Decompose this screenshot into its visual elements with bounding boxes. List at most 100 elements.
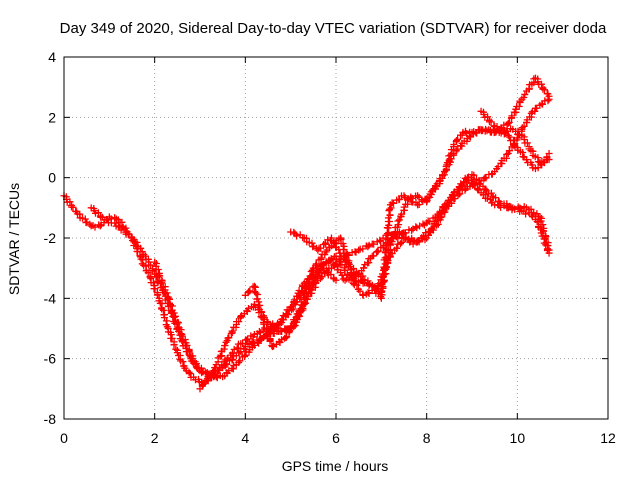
data-marker-run	[235, 348, 253, 366]
data-marker-run	[221, 362, 238, 380]
x-tick-label: 8	[423, 430, 431, 446]
data-marker-run	[451, 185, 470, 202]
y-tick-label: -4	[44, 290, 57, 306]
x-tick-label: 0	[60, 430, 68, 446]
y-tick-label: -8	[44, 411, 57, 427]
data-marker-run	[452, 131, 466, 145]
data-marker-run	[357, 272, 374, 288]
data-marker-run	[520, 133, 533, 153]
data-point	[536, 213, 544, 221]
y-tick-label: -2	[44, 230, 57, 246]
data-marker-run	[493, 150, 511, 173]
data-layer	[60, 74, 553, 393]
data-point	[332, 276, 340, 284]
data-marker-run	[164, 328, 181, 354]
data-marker-run	[328, 237, 348, 263]
data-marker-run	[457, 173, 475, 191]
data-marker-run	[514, 146, 528, 161]
data-marker-run	[505, 97, 524, 126]
data-marker-run	[297, 266, 316, 313]
data-marker-run	[412, 220, 428, 232]
data-marker-run	[155, 297, 171, 331]
data-marker-run	[443, 188, 461, 207]
data-marker-run	[415, 227, 434, 244]
series-track-2	[87, 95, 553, 378]
data-point	[146, 273, 154, 281]
data-point	[545, 246, 553, 254]
chart-title: Day 349 of 2020, Sidereal Day-to-day VTE…	[60, 20, 607, 37]
data-point	[341, 276, 349, 284]
data-point	[210, 367, 218, 375]
data-marker-run	[90, 205, 106, 221]
x-tick-label: 4	[241, 430, 249, 446]
data-marker-run	[107, 214, 120, 223]
axis-layer: 0 2 4 6 8 10 12 -8 -6 -4 -2 0 2 4	[44, 49, 616, 446]
x-tick-label: 12	[600, 430, 616, 446]
data-point	[522, 156, 530, 164]
data-marker-run	[89, 221, 103, 231]
data-marker-run	[195, 375, 206, 387]
data-marker-run	[533, 97, 552, 112]
data-point	[350, 276, 358, 284]
series-track-7	[477, 107, 553, 173]
data-marker-run	[520, 75, 538, 101]
data-marker-run	[198, 368, 217, 390]
data-marker-run	[270, 334, 289, 350]
data-marker-run	[518, 107, 539, 132]
data-marker-run	[534, 160, 546, 172]
data-point	[482, 186, 490, 194]
data-marker-run	[512, 127, 523, 139]
data-marker-run	[142, 255, 157, 275]
x-axis-label: GPS time / hours	[282, 458, 389, 474]
data-marker-run	[306, 263, 325, 293]
data-marker-run	[511, 203, 528, 213]
data-marker-run	[356, 241, 373, 253]
data-marker-run	[493, 123, 509, 138]
data-marker-run	[438, 151, 458, 182]
data-point	[545, 150, 553, 158]
data-marker-run	[505, 133, 519, 150]
y-axis-label: SDTVAR / TECUs	[6, 183, 22, 295]
data-point	[355, 246, 363, 254]
data-marker-run	[537, 214, 552, 253]
data-marker-run	[401, 193, 420, 207]
data-marker-run	[497, 200, 514, 211]
series-track-6	[287, 74, 553, 302]
data-point	[504, 119, 512, 127]
data-marker-run	[185, 368, 198, 381]
data-marker-run	[388, 217, 403, 246]
data-marker-run	[288, 281, 306, 310]
data-marker-run	[534, 75, 552, 98]
data-marker-run	[152, 260, 172, 301]
data-marker-run	[260, 320, 276, 350]
data-point	[114, 222, 122, 230]
data-point	[318, 261, 326, 269]
data-marker-run	[235, 340, 252, 357]
y-tick-label: 4	[48, 49, 56, 65]
data-marker-run	[129, 237, 148, 258]
data-point	[96, 222, 104, 230]
data-marker-run	[462, 127, 474, 137]
data-marker-run	[480, 170, 496, 183]
x-tick-label: 6	[332, 430, 340, 446]
data-marker-run	[470, 171, 489, 193]
data-marker-run	[62, 193, 81, 216]
y-tick-label: -6	[44, 351, 57, 367]
y-tick-label: 2	[48, 109, 56, 125]
data-point	[423, 195, 431, 203]
data-marker-run	[211, 338, 230, 372]
data-marker-run	[175, 352, 189, 372]
data-marker-run	[178, 332, 199, 366]
data-point	[414, 192, 422, 200]
data-marker-run	[428, 203, 447, 232]
data-point	[164, 294, 172, 302]
data-marker-run	[342, 260, 361, 277]
data-marker-run	[147, 275, 162, 299]
data-marker-run	[377, 204, 395, 299]
data-marker-run	[333, 255, 353, 279]
series-track-1	[60, 192, 340, 387]
data-marker-run	[479, 191, 496, 207]
data-marker-run	[165, 295, 185, 338]
data-point	[427, 225, 435, 233]
